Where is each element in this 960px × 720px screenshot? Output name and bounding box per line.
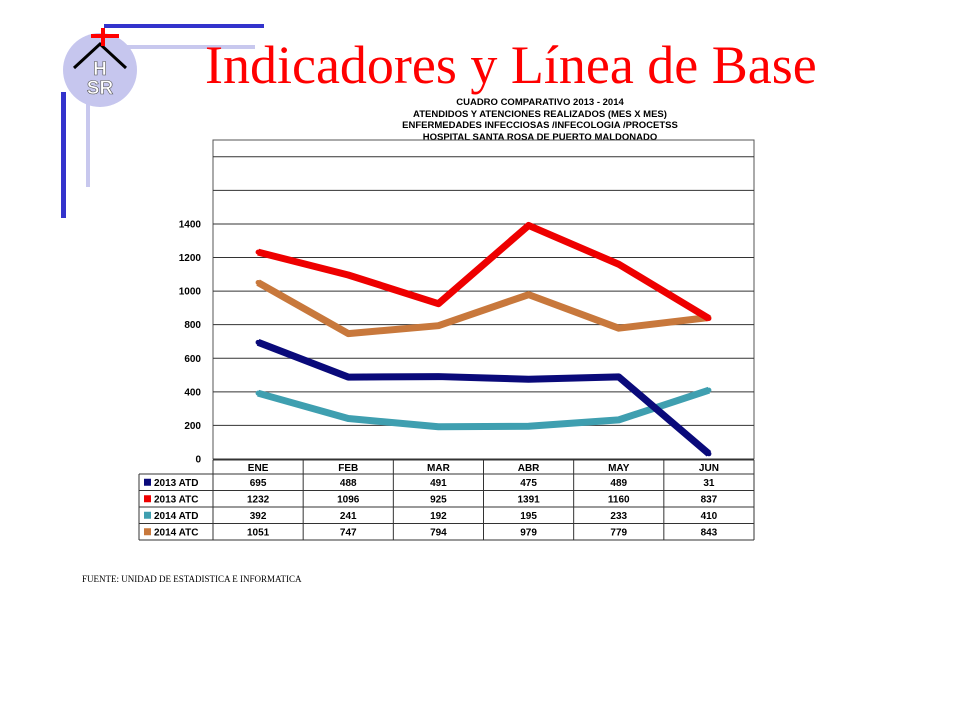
deco-bar-top-light — [125, 45, 255, 49]
legend-entry: 2013 ATC — [154, 494, 198, 505]
data-label: 979 — [520, 527, 537, 538]
legend-entry: 2014 ATC — [154, 527, 198, 538]
deco-bar-top-dark — [104, 24, 264, 28]
deco-bar-left-light — [86, 95, 90, 187]
data-point — [255, 280, 261, 286]
legend-swatch — [144, 511, 151, 519]
series-line — [256, 279, 710, 338]
data-label: 1051 — [247, 527, 270, 538]
data-point — [435, 424, 441, 430]
y-tick-label: 400 — [184, 387, 201, 398]
data-label: 392 — [250, 511, 267, 522]
data-point — [345, 331, 351, 337]
data-label: 31 — [703, 478, 715, 489]
data-point — [526, 222, 532, 228]
data-label: 1232 — [247, 494, 270, 505]
y-tick-label: 600 — [184, 354, 201, 365]
logo-letter-h: H — [93, 59, 107, 80]
data-point — [345, 374, 351, 380]
data-label: 489 — [610, 478, 627, 489]
data-point — [526, 292, 532, 298]
data-point — [255, 339, 261, 345]
deco-bar-left-dark — [61, 92, 66, 218]
x-category-label: MAY — [608, 463, 630, 474]
y-tick-label: 0 — [195, 455, 201, 466]
data-label: 794 — [430, 527, 447, 538]
y-tick-label: 1000 — [179, 287, 202, 298]
data-point — [255, 249, 261, 255]
data-label: 233 — [610, 511, 627, 522]
data-point — [526, 423, 532, 429]
slide-title: Indicadores y Línea de Base — [205, 35, 817, 95]
data-label: 695 — [250, 478, 267, 489]
data-label: 410 — [701, 511, 718, 522]
series-line — [256, 339, 712, 457]
data-point — [435, 374, 441, 380]
legend-entry: 2013 ATD — [154, 478, 198, 489]
logo-circle — [63, 33, 137, 107]
data-label: 192 — [430, 511, 447, 522]
logo-roof — [72, 41, 128, 70]
x-category-label: FEB — [338, 463, 358, 474]
data-point — [616, 325, 622, 331]
y-tick-label: 800 — [184, 320, 201, 331]
chart-title-line: CUADRO COMPARATIVO 2013 - 2014 — [456, 97, 624, 108]
series-line — [257, 386, 711, 431]
logo-cross-h — [91, 34, 119, 38]
chart-title-line: ENFERMEDADES INFECCIOSAS /INFECOLOGIA /P… — [402, 120, 678, 131]
data-point — [706, 387, 712, 393]
data-point — [706, 315, 712, 321]
data-point — [345, 416, 351, 422]
data-label: 195 — [520, 511, 537, 522]
data-label: 843 — [701, 527, 718, 538]
y-tick-label: 1400 — [179, 219, 202, 230]
y-tick-label: 200 — [184, 421, 201, 432]
x-category-label: ENE — [248, 463, 269, 474]
chart-title-line: ATENDIDOS Y ATENCIONES REALIZADOS (MES X… — [413, 108, 667, 120]
chart-title-line: HOSPITAL SANTA ROSA DE PUERTO MALDONADO — [422, 131, 658, 143]
x-category-label: MAR — [427, 463, 451, 474]
data-label: 491 — [430, 478, 447, 489]
legend-swatch — [144, 495, 151, 503]
data-point — [435, 301, 441, 307]
data-label: 488 — [340, 478, 357, 489]
data-label: 241 — [340, 511, 357, 522]
data-point — [616, 417, 622, 423]
hsr-hospital-logo-icon: H SR — [63, 28, 137, 107]
legend-swatch — [144, 478, 151, 486]
data-point — [706, 451, 712, 457]
data-label: 925 — [430, 494, 447, 505]
y-tick-label: 1200 — [179, 253, 202, 264]
data-label: 1096 — [337, 494, 360, 505]
x-category-label: ABR — [518, 463, 540, 474]
chart-title: CUADRO COMPARATIVO 2013 - 2014 ATENDIDOS… — [260, 97, 820, 143]
data-point — [526, 376, 532, 382]
data-label: 475 — [520, 478, 537, 489]
data-label: 837 — [701, 494, 718, 505]
data-point — [616, 374, 622, 380]
data-label: 1391 — [517, 494, 540, 505]
legend-entry: 2014 ATD — [154, 511, 198, 522]
data-label: 779 — [610, 527, 627, 538]
data-point — [345, 272, 351, 278]
x-category-label: JUN — [699, 463, 719, 474]
data-label: 747 — [340, 527, 357, 538]
data-label: 1160 — [608, 494, 630, 505]
source-note: FUENTE: UNIDAD DE ESTADISTICA E INFORMAT… — [82, 574, 302, 584]
data-point — [255, 390, 261, 396]
legend-swatch — [144, 528, 151, 536]
data-point — [616, 261, 622, 267]
series-line — [257, 221, 711, 322]
data-point — [435, 323, 441, 329]
logo-letters-sr: SR — [87, 78, 114, 99]
